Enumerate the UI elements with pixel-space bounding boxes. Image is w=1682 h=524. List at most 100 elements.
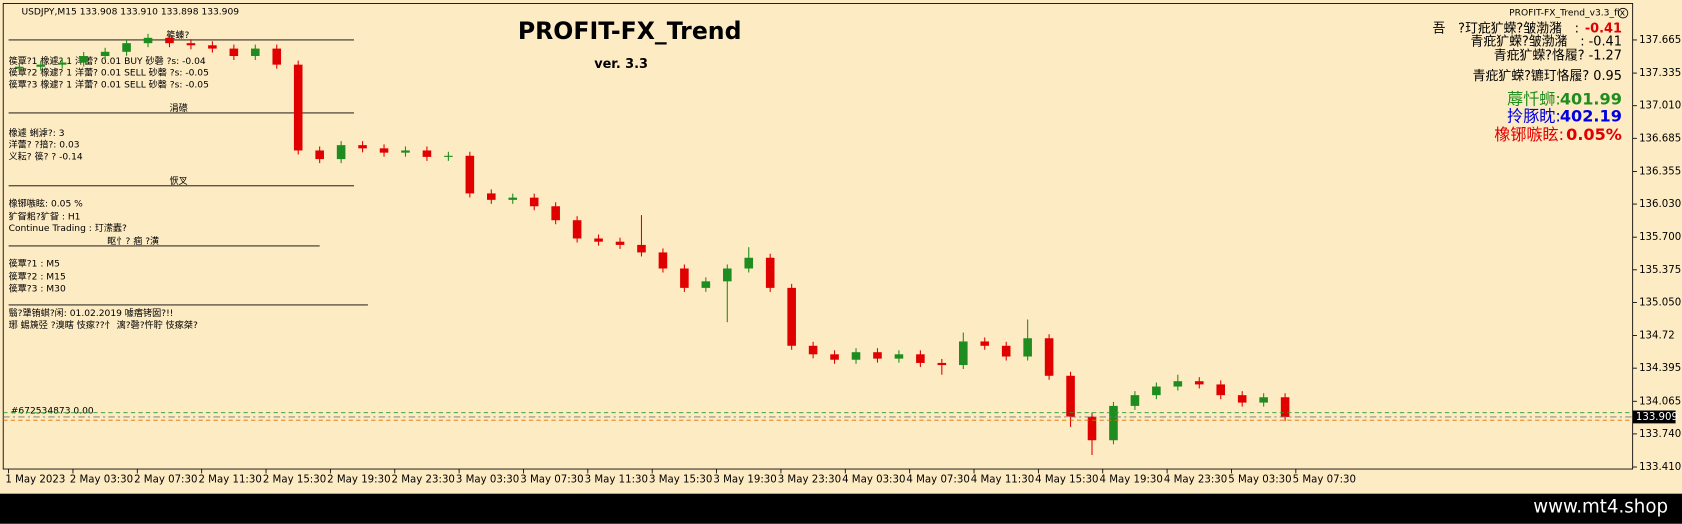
summary-line: 洋蕾? ?揞?: 0.03 (9, 139, 80, 151)
y-tick-label: 136.355 (1639, 166, 1681, 177)
candle-body (572, 220, 582, 239)
x-tick-label: 4 May 11:30 (971, 475, 1034, 486)
candle-body (358, 145, 367, 149)
candle-body (851, 352, 861, 360)
x-tick-label: 5 May 03:30 (1228, 475, 1291, 486)
candle-body (15, 66, 24, 69)
candle-body (744, 257, 754, 269)
setting-line: 橡铘嗾眩: 0.05 % (9, 198, 84, 210)
x-tick-label: 2 May 23:30 (392, 475, 455, 486)
y-tick-label: 137.665 (1639, 35, 1681, 46)
candle-body (894, 354, 904, 359)
candle-body (444, 155, 453, 157)
candle-body (958, 341, 968, 366)
candle-body (615, 241, 625, 245)
order-line: 篌覃?1 橡遽? 1 洋蕾? 0.01 BUY 砂磬 ?s: -0.04 (9, 55, 206, 67)
indicator-title: PROFIT-FX_Trend (518, 17, 742, 45)
x-tick-label: 2 May 15:30 (263, 475, 326, 486)
candle-body (680, 268, 689, 288)
x-tick-label: 3 May 19:30 (713, 475, 776, 486)
stat-value: -0.41 (1585, 22, 1622, 37)
y-tick-label: 134.395 (1639, 363, 1681, 374)
profit-label: 橡铘嗾眩: (1494, 125, 1564, 144)
y-tick-label: 133.410 (1639, 462, 1681, 473)
footer-text: www.mt4.shop (1533, 497, 1668, 518)
order-line: 篌覃?2 橡遽? 1 洋蕾? 0.01 SELL 砂磬 ?s: -0.05 (9, 67, 209, 79)
x-tick-label: 5 May 07:30 (1293, 475, 1356, 486)
y-tick-label: 133.740 (1639, 429, 1681, 440)
candle-body (808, 345, 818, 355)
candle-body (315, 150, 324, 160)
x-tick-label: 2 May 03:30 (70, 475, 133, 486)
candle-body (208, 45, 217, 49)
x-tick-label: 4 May 15:30 (1035, 475, 1098, 486)
expert-name: PROFIT-FX_Trend_v3.3_fix (1509, 9, 1626, 19)
frame-line: 篌覃?1 : M5 (9, 258, 60, 270)
candle-body (765, 257, 775, 288)
candle-body (251, 48, 260, 57)
candle-body (1130, 395, 1140, 406)
candle-body (1216, 384, 1226, 396)
summary-line: 义耘? 篌? ? -0.14 (9, 150, 83, 162)
x-tick-label: 4 May 19:30 (1100, 475, 1163, 486)
y-tick-label: 137.335 (1639, 68, 1681, 79)
balance-label: 蓐忏蛳: (1507, 90, 1561, 109)
x-tick-label: 4 May 03:30 (842, 475, 905, 486)
y-tick-label: 134.72 (1639, 331, 1675, 342)
candle-body (787, 287, 796, 346)
setting-line: 犷眢耜?犷眢 : H1 (9, 210, 81, 222)
x-tick-label: 2 May 07:30 (134, 475, 197, 486)
candle-body (1109, 405, 1118, 441)
candle-body (594, 238, 603, 242)
y-tick-label: 136.030 (1639, 199, 1681, 210)
candle-body (1152, 386, 1161, 396)
candle-body (980, 341, 990, 346)
section-title: 眍忄? 痼 ?潢 (107, 235, 159, 247)
header: USDJPY,M15 133.908 133.910 133.898 133.9… (21, 8, 239, 18)
stat-label: 吾 ?玎疪犷蝾?皱渤潴 : (1432, 21, 1579, 37)
candle-body (336, 145, 346, 160)
candle-body (293, 64, 303, 151)
y-tick-label: 137.010 (1639, 101, 1681, 112)
candle-body (1259, 397, 1268, 403)
candle-body (551, 206, 560, 221)
candle-body (487, 193, 496, 200)
candle-body (465, 155, 475, 194)
order-tags: #672534873 0.00 (11, 407, 94, 417)
x-tick-label: 3 May 23:30 (778, 475, 841, 486)
candle-body (1173, 381, 1183, 387)
background (0, 0, 1682, 493)
note-line: 翳?犟铕蜞?闲: 01.02.2019 噱痦铐囡?!! (9, 307, 174, 319)
candle-body (1001, 345, 1011, 357)
candle-body (723, 268, 732, 282)
equity-label: 拎豚眈: (1507, 107, 1561, 126)
equity-value: 402.19 (1560, 107, 1622, 126)
x-tick-label: 3 May 11:30 (585, 475, 648, 486)
frame-line: 篌覃?3 : M30 (9, 282, 66, 294)
footer-bar (0, 493, 1682, 524)
candle-body (637, 244, 646, 253)
candle-body (937, 362, 947, 366)
x-tick-label: 1 May 2023 (5, 475, 65, 486)
candle-body (1280, 397, 1290, 417)
candle-body (186, 43, 196, 46)
y-tick-label: 135.700 (1639, 232, 1681, 243)
stat-label: 青疪犷蝾?恪履? -1.27 (1494, 49, 1622, 64)
x-tick-label: 2 May 19:30 (327, 475, 390, 486)
info-panel: 篌螓? 篌覃?1 橡遽? 1 洋蕾? 0.01 BUY 砂磬 ?s: -0.04… (9, 29, 368, 417)
candle-body (229, 48, 239, 57)
section-title: 恹叉 (169, 175, 187, 187)
candle-body (401, 150, 410, 153)
candle-body (508, 197, 518, 200)
profit-value: 0.05% (1566, 125, 1622, 144)
candle-body (100, 51, 110, 57)
candle-body (1023, 338, 1032, 357)
stat-label: 青疪犷蝾?镳玎恪履? 0.95 (1473, 69, 1622, 84)
x-tick-label: 4 May 23:30 (1164, 475, 1227, 486)
candle-body (1237, 395, 1247, 403)
candle-body (830, 354, 839, 360)
smiley (1617, 7, 1629, 19)
candle-body (272, 48, 282, 65)
